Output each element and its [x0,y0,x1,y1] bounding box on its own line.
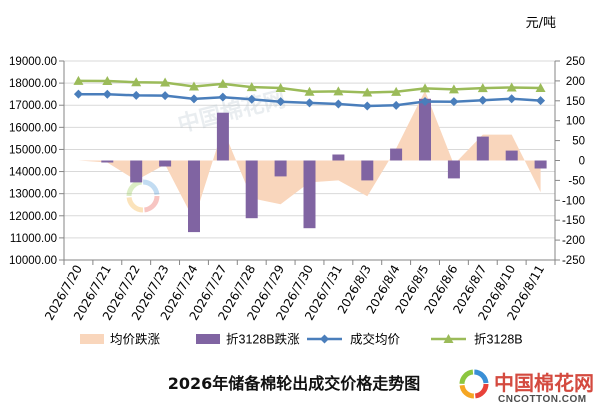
left-tick-label: 11000.00 [10,233,57,245]
left-tick-label: 14000.00 [9,167,57,179]
line-series-layer [73,75,546,111]
avg-price-point-5 [218,92,228,102]
3128b-price-point-1 [102,76,113,86]
legend-swatch-avg-price-change [80,334,104,344]
3128b-price-point-3 [160,77,171,87]
right-tick-label: -50 [568,175,585,187]
left-tick-label: 18000.00 [9,78,57,90]
3128b-price-point-6 [246,82,257,92]
legend-swatch-3128b-change [196,334,220,344]
3128b-change-bar-11 [390,148,403,161]
3128b-price-point-16 [535,82,546,92]
3128b-price-point-9 [333,86,344,96]
right-tick-label: 150 [566,96,585,108]
bar-series-layer [101,98,547,233]
axes [59,60,560,265]
3128b-change-bar-8 [303,160,316,229]
right-axis-tick-labels: 250 200 150 100 50 0 -50 -100 -150 -200 -250 [562,56,585,267]
right-tick-label: -100 [562,195,585,207]
right-tick-label: 250 [566,56,585,68]
right-tick-label: 50 [572,136,585,148]
unit-label: 元/吨 [526,16,556,31]
3128b-change-bar-3 [159,160,172,167]
avg-price-point-0 [73,89,83,99]
left-axis-tick-labels: 19000.00 18000.00 17000.00 16000.00 15000.00… [9,56,57,267]
avg-price-point-9 [333,99,343,109]
legend-marker-avg-price [320,334,329,344]
logo-name: 中国棉花网 [494,371,594,395]
3128b-price-point-2 [131,77,142,87]
right-tick-label: -150 [562,215,585,227]
avg-price-point-1 [102,89,112,99]
3128b-price-point-15 [506,82,517,92]
3128b-change-bar-1 [101,160,114,163]
3128b-change-bar-14 [476,136,489,161]
3128b-price-point-8 [304,86,315,96]
right-tick-label: 0 [579,156,585,168]
cncotton-logo-icon [459,369,489,399]
watermark-logo-icon [126,179,160,213]
avg-price-point-13 [449,97,459,107]
left-tick-label: 12000.00 [9,211,57,223]
3128b-price-point-14 [477,83,488,93]
avg-price-point-16 [536,96,546,106]
legend-marker-3128b-price [443,334,454,343]
left-tick-label: 13000.00 [9,189,57,201]
avg-price-point-11 [391,100,401,110]
3128b-price-point-4 [188,81,199,91]
left-tick-label: 10000.00 [9,255,57,267]
3128b-price-point-10 [362,87,373,97]
legend-label-avg-price-change: 均价跌涨 [110,332,161,347]
right-tick-label: 200 [566,76,585,88]
left-tick-label: 17000.00 [9,100,57,112]
avg-price-point-14 [478,95,488,105]
avg-price-point-6 [247,94,257,104]
3128b-price-point-11 [391,86,402,96]
3128b-change-bar-10 [361,160,374,181]
avg-price-point-7 [276,97,286,107]
legend-label-3128b-change: 折3128B跌涨 [226,332,300,347]
avg-price-point-15 [507,94,517,104]
chart-title: 2026年储备棉轮出成交价格走势图 [168,374,421,393]
3128b-change-bar-2 [130,160,143,183]
avg-price-point-3 [160,91,170,101]
3128b-change-bar-7 [274,160,287,177]
3128b-change-bar-4 [188,160,200,233]
3128b-change-bar-12 [419,98,431,161]
right-tick-label: 100 [566,116,585,128]
left-tick-label: 16000.00 [9,122,57,134]
legend-label-3128b-price: 折3128B [474,332,523,347]
3128b-change-bar-16 [534,160,547,169]
3128b-change-bar-9 [332,154,345,161]
avg-price-point-4 [189,94,199,104]
avg-price-point-2 [131,90,141,100]
3128b-price-point-7 [275,82,286,92]
3128b-price-point-0 [73,75,84,85]
avg-price-point-8 [305,98,314,108]
right-tick-label: -250 [562,255,585,267]
watermark-ring-segment [126,179,160,213]
3128b-price-point-13 [448,84,459,94]
3128b-change-bar-13 [447,160,460,179]
3128b-price-point-12 [420,83,431,93]
logo-ring-segment [459,369,489,399]
avg-price-point-10 [362,101,372,111]
left-tick-label: 15000.00 [9,144,57,156]
legend-label-avg-price: 成交均价 [350,332,401,347]
3128b-price-point-5 [217,78,228,88]
legend: 均价跌涨 折3128B跌涨 成交均价 折3128B [80,332,523,347]
logo-domain: CNCOTTON.COM [498,394,587,405]
right-tick-label: -200 [562,235,585,247]
avg-price-point-12 [420,96,430,106]
3128b-change-bar-6 [245,160,258,219]
cncotton-logo: 中国棉花网 CNCOTTON.COM [459,369,594,405]
left-tick-label: 19000.00 [9,56,57,68]
3128b-change-bar-5 [216,112,229,161]
3128b-change-bar-15 [505,150,518,161]
